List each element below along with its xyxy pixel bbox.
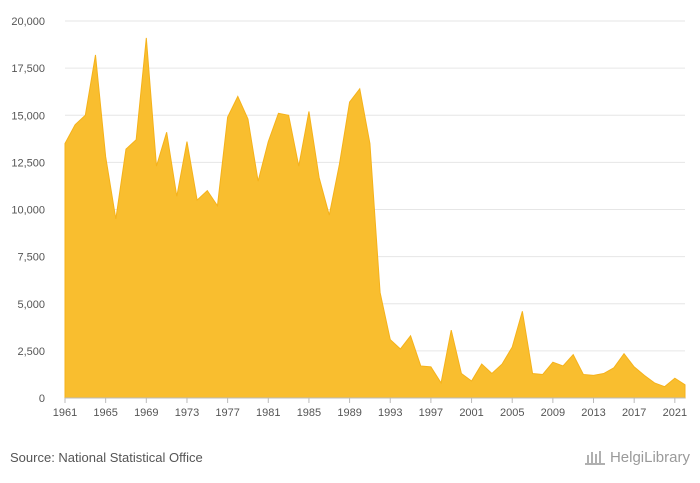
data-point: [175, 195, 178, 198]
data-point: [592, 374, 595, 377]
y-tick-label: 5,000: [17, 299, 45, 311]
data-point: [277, 112, 280, 115]
x-tick-label: 1961: [53, 407, 77, 419]
data-point: [612, 366, 615, 369]
library-icon: [584, 451, 605, 465]
data-point: [368, 142, 371, 145]
data-point: [480, 363, 483, 366]
brand-logo: HelgiLibrary: [584, 448, 690, 466]
y-tick-label: 20,000: [11, 16, 45, 28]
data-point: [64, 142, 67, 145]
x-tick-label: 1989: [337, 407, 361, 419]
data-point: [135, 138, 138, 141]
brand-name: HelgiLibrary: [609, 448, 690, 466]
data-point: [663, 385, 666, 388]
data-point: [379, 291, 382, 294]
data-point: [562, 364, 565, 367]
data-point: [257, 180, 260, 183]
x-tick-label: 1973: [175, 407, 199, 419]
data-point: [94, 53, 97, 56]
data-point: [551, 361, 554, 364]
y-tick-label: 7,500: [17, 252, 45, 264]
data-point: [114, 217, 117, 220]
x-tick-label: 2021: [663, 407, 687, 419]
y-tick-label: 12,500: [11, 157, 45, 169]
y-tick-label: 15,000: [11, 110, 45, 122]
data-point: [124, 148, 127, 151]
data-point: [206, 189, 209, 192]
data-point: [450, 329, 453, 332]
data-area: [64, 36, 687, 399]
y-axis: 0 2,500 5,000 7,500 10,000 12,500 15,000 17,500…: [11, 16, 45, 405]
data-point: [226, 116, 229, 119]
data-point: [409, 334, 412, 337]
x-tick-label: 1985: [297, 407, 321, 419]
data-point: [307, 110, 310, 113]
data-point: [429, 365, 432, 368]
y-tick-label: 17,500: [11, 63, 45, 75]
x-axis: 1961 1965 1969 1973 1977 1981 1985 1989 1993 1997…: [53, 397, 687, 419]
data-point: [338, 163, 341, 166]
data-point: [440, 381, 443, 384]
x-tick-label: 1997: [419, 407, 443, 419]
data-point: [165, 131, 168, 134]
series-area: [64, 37, 686, 399]
data-point: [389, 338, 392, 341]
data-point: [572, 353, 575, 356]
data-point: [216, 204, 219, 207]
data-point: [684, 383, 687, 386]
source-note: Source: National Statistical Office: [10, 450, 203, 465]
data-point: [501, 363, 504, 366]
x-tick-label: 2005: [500, 407, 524, 419]
data-point: [297, 165, 300, 168]
x-tick-label: 1993: [378, 407, 402, 419]
data-point: [185, 140, 188, 143]
data-point: [531, 372, 534, 375]
x-tick-label: 1977: [215, 407, 239, 419]
data-point: [196, 199, 199, 202]
x-tick-label: 1969: [134, 407, 158, 419]
data-point: [511, 346, 514, 349]
data-point: [602, 372, 605, 375]
data-point: [623, 352, 626, 355]
data-point: [541, 373, 544, 376]
x-tick-label: 2017: [622, 407, 646, 419]
data-point: [643, 374, 646, 377]
data-point: [582, 373, 585, 376]
data-point: [358, 87, 361, 90]
data-point: [246, 118, 249, 121]
data-point: [470, 380, 473, 383]
data-point: [673, 377, 676, 380]
data-point: [104, 155, 107, 158]
data-point: [145, 36, 148, 39]
data-point: [419, 364, 422, 367]
data-point: [267, 140, 270, 143]
x-tick-label: 2013: [581, 407, 605, 419]
y-tick-label: 0: [39, 393, 45, 405]
data-point: [633, 365, 636, 368]
data-point: [236, 95, 239, 98]
x-tick-label: 2001: [459, 407, 483, 419]
data-point: [84, 114, 87, 117]
data-point: [348, 101, 351, 104]
x-tick-label: 1965: [93, 407, 117, 419]
data-point: [328, 214, 331, 217]
data-point: [287, 114, 290, 117]
data-point: [74, 123, 77, 126]
area-chart: 0 2,500 5,000 7,500 10,000 12,500 15,000 17,500…: [11, 16, 687, 419]
data-point: [653, 381, 656, 384]
data-point: [460, 372, 463, 375]
data-point: [318, 176, 321, 179]
y-tick-label: 10,000: [11, 205, 45, 217]
data-point: [155, 165, 158, 168]
data-point: [399, 347, 402, 350]
data-point: [490, 372, 493, 375]
x-tick-label: 2009: [541, 407, 565, 419]
y-tick-label: 2,500: [17, 346, 45, 358]
x-tick-label: 1981: [256, 407, 280, 419]
data-point: [521, 310, 524, 313]
